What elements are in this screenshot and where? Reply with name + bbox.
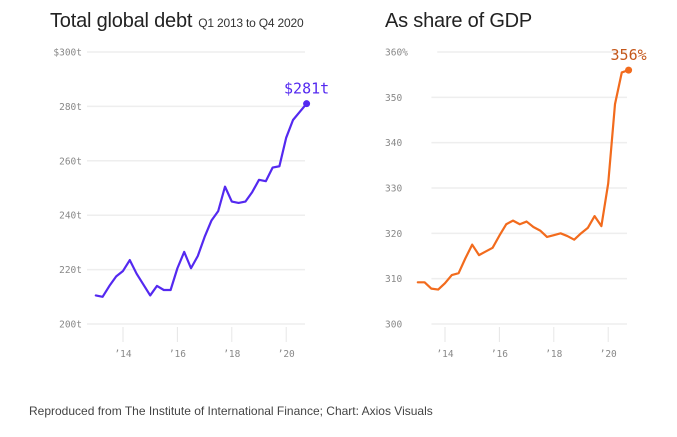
left-chart-title: Total global debt Q1 2013 to Q4 2020 bbox=[50, 10, 304, 33]
gdp-y-tick-label: 350 bbox=[385, 93, 402, 104]
gdp-y-tick-label: 310 bbox=[385, 274, 402, 285]
debt-y-tick-label: $300t bbox=[53, 48, 82, 59]
debt-end-point bbox=[303, 100, 311, 108]
debt-chart: $300t 280t 260t 240t 220t 200t ’14 ’16 ’18 ’20 $28… bbox=[53, 48, 329, 361]
gdp-series-line bbox=[416, 69, 630, 291]
gdp-end-point bbox=[625, 66, 633, 74]
source-note: Reproduced from The Institute of Interna… bbox=[29, 404, 433, 418]
left-chart-subtitle: Q1 2013 to Q4 2020 bbox=[198, 16, 304, 30]
gdp-y-tick-label: 300 bbox=[385, 320, 402, 331]
debt-y-tick-label: 280t bbox=[59, 102, 82, 113]
gdp-chart: 360% 350 340 330 320 310 300 ’14 ’16 ’18 ’20 356% bbox=[385, 46, 647, 360]
debt-y-tick-label: 260t bbox=[59, 156, 82, 167]
gdp-x-tick-label: ’14 bbox=[436, 349, 453, 360]
gdp-x-tick-label: ’16 bbox=[491, 349, 508, 360]
gdp-y-tick-label: 330 bbox=[385, 184, 402, 195]
debt-y-tick-label: 240t bbox=[59, 211, 82, 222]
debt-x-tick-label: ’14 bbox=[114, 349, 131, 360]
left-chart-title-text: Total global debt bbox=[50, 10, 193, 32]
debt-y-tick-label: 200t bbox=[59, 320, 82, 331]
gdp-end-label: 356% bbox=[611, 46, 647, 64]
right-chart-title: As share of GDP bbox=[385, 10, 533, 32]
gdp-x-tick-label: ’18 bbox=[545, 349, 562, 360]
gdp-y-tick-label: 320 bbox=[385, 229, 402, 240]
gdp-x-tick-label: ’20 bbox=[600, 349, 617, 360]
debt-y-tick-label: 220t bbox=[59, 265, 82, 276]
debt-x-tick-label: ’20 bbox=[278, 349, 295, 360]
gdp-y-tick-label: 340 bbox=[385, 138, 402, 149]
debt-x-tick-label: ’16 bbox=[169, 349, 186, 360]
gdp-y-tick-label: 360% bbox=[385, 48, 408, 59]
debt-x-tick-label: ’18 bbox=[223, 349, 240, 360]
debt-series-line bbox=[94, 102, 308, 298]
debt-end-label: $281t bbox=[284, 80, 329, 98]
